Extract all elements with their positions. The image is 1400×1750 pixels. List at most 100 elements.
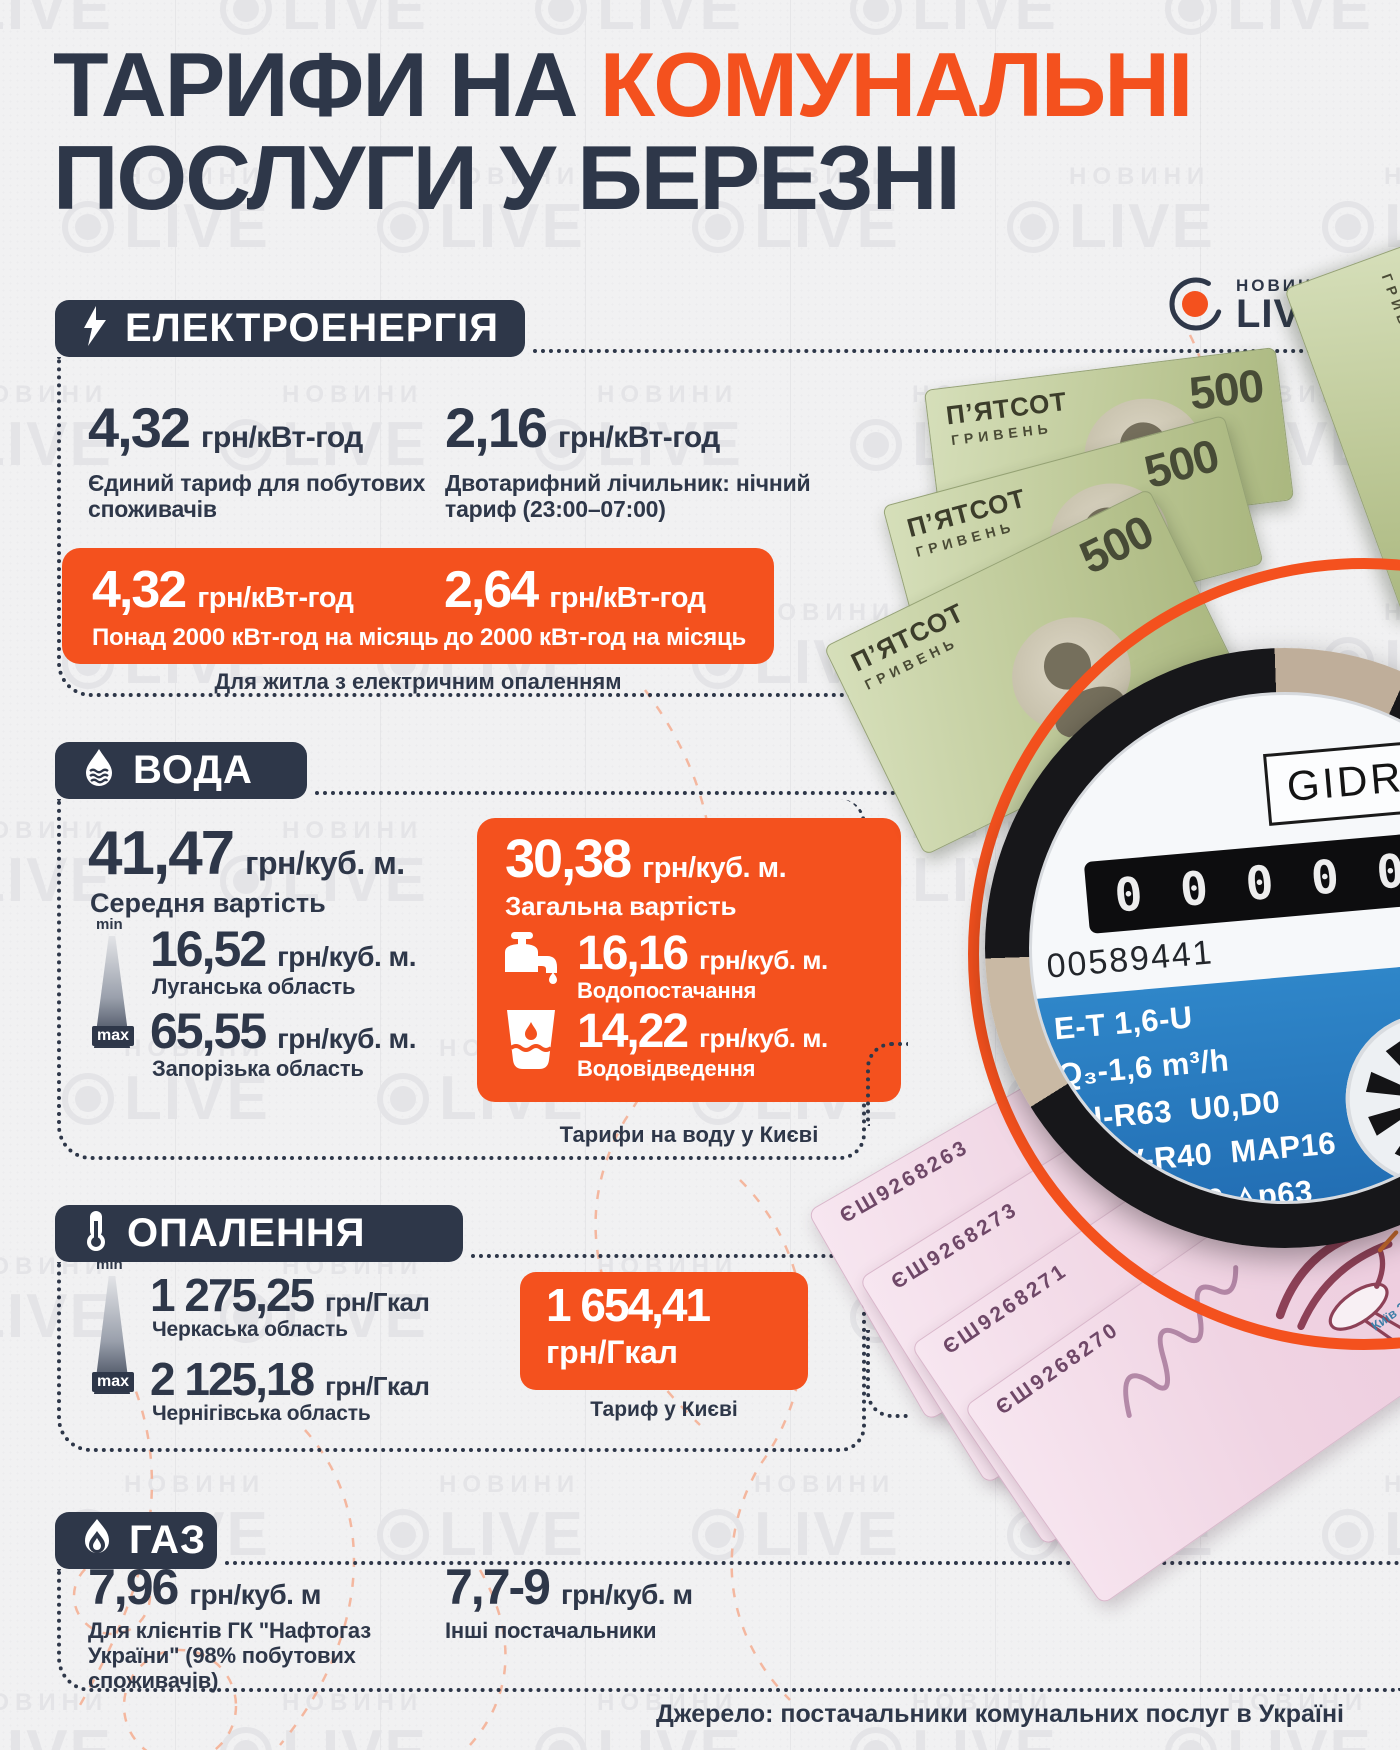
heating-box-value: 1 654,41: [546, 1279, 711, 1331]
title-part1: ТАРИФИ НА: [53, 35, 600, 136]
dotted-hook: [866, 1042, 908, 1126]
electricity-value-1: 4,32: [88, 396, 191, 459]
section-header-heating: ОПАЛЕННЯ: [55, 1205, 463, 1262]
water-box-note: Тарифи на воду у Києві: [559, 1122, 819, 1147]
water-total-unit: грн/куб. м.: [642, 852, 787, 884]
gas-unit-2: грн/куб. м: [560, 1579, 693, 1610]
water-supply: 16,16 грн/куб. м.: [577, 926, 828, 981]
electricity-value-2: 2,16: [445, 396, 548, 459]
heating-max-value: 2 125,18: [150, 1353, 315, 1405]
title-line2: ПОСЛУГИ У БЕРЕЗНІ: [53, 127, 961, 229]
water-min-label: min: [96, 916, 123, 933]
water-total-value: 30,38: [505, 829, 632, 889]
electricity-highlight-box: 4,32 грн/кВт-год Понад 2000 кВт-год на м…: [62, 548, 774, 664]
water-total: 30,38 грн/куб. м.: [505, 828, 787, 890]
gas-tariff-1: 7,96 грн/куб. м: [88, 1558, 321, 1616]
heating-box-note: Тариф у Києві: [590, 1398, 738, 1421]
lightning-icon: [81, 305, 109, 352]
water-supply-unit: грн/куб. м.: [699, 945, 828, 975]
electricity-box-tariff-1: 4,32 грн/кВт-год: [92, 560, 354, 620]
electricity-box-caption-1: Понад 2000 кВт-год на місяць: [92, 624, 439, 651]
grid-line: [175, 0, 176, 1750]
gas-tariff-2: 7,7-9 грн/куб. м: [445, 1558, 693, 1616]
section-header-electricity: ЕЛЕКТРОЕНЕРГІЯ: [55, 300, 525, 357]
water-average: 41,47 грн/куб. м.: [88, 818, 405, 889]
electricity-caption-1: Єдиний тариф для побутових споживачів: [88, 470, 426, 523]
water-meter: GIDR 00000 00589441 E-T 1,6-U Q₃-1,6 m³/…: [985, 648, 1400, 1248]
gas-value-2: 7,7-9: [445, 1559, 551, 1615]
electricity-box-unit-1: грн/кВт-год: [197, 582, 354, 614]
meter-odometer: 00000: [1083, 824, 1400, 934]
section-title-heating: ОПАЛЕННЯ: [127, 1211, 366, 1255]
thermometer-icon: [81, 1209, 111, 1258]
section-header-water: ВОДА: [55, 742, 307, 799]
heating-min-unit: грн/Гкал: [325, 1287, 430, 1317]
meter-brand: GIDR: [1263, 740, 1400, 826]
water-max: 65,55 грн/куб. м.: [150, 1002, 417, 1060]
water-min: 16,52 грн/куб. м.: [150, 920, 417, 978]
water-min-caption: Луганська область: [152, 974, 356, 999]
dotted-line: [315, 791, 1400, 795]
gas-caption-2: Інші постачальники: [445, 1618, 657, 1643]
water-max-unit: грн/куб. м.: [277, 1023, 417, 1054]
heating-min-label: min: [96, 1256, 123, 1273]
meter-serial: 00589441: [1045, 933, 1216, 986]
heating-frame: [57, 1262, 866, 1452]
water-max-value: 65,55: [150, 1003, 267, 1059]
water-sewage-caption: Водовідведення: [577, 1056, 756, 1081]
heating-min-caption: Черкаська область: [152, 1318, 348, 1341]
heating-min-value: 1 275,25: [150, 1269, 315, 1321]
heating-min: 1 275,25 грн/Гкал: [150, 1268, 430, 1322]
electricity-box-tariff-2: 2,64 грн/кВт-год: [444, 560, 706, 620]
title-highlight: КОМУНАЛЬНІ: [599, 35, 1194, 136]
water-meter-face: GIDR 00000 00589441 E-T 1,6-U Q₃-1,6 m³/…: [1029, 692, 1400, 1204]
heating-highlight-box: 1 654,41 грн/Гкал: [520, 1272, 808, 1390]
electricity-tariff-1: 4,32 грн/кВт-год: [88, 395, 363, 460]
gas-flame-icon: [81, 1518, 113, 1563]
dotted-line: [225, 1561, 1400, 1565]
gas-caption-1: Для клієнтів ГК "Нафтогаз України" (98% …: [88, 1618, 371, 1694]
electricity-box-value-1: 4,32: [92, 561, 187, 619]
heating-max-caption: Чернігівська область: [152, 1402, 371, 1425]
section-title-gas: ГАЗ: [129, 1518, 207, 1562]
electricity-unit-1: грн/кВт-год: [201, 421, 363, 454]
electricity-tariff-2: 2,16 грн/кВт-год: [445, 395, 720, 460]
heating-max-label: max: [92, 1372, 135, 1392]
section-title-water: ВОДА: [133, 748, 253, 792]
electricity-box-value-2: 2,64: [444, 561, 539, 619]
gas-frame: [57, 1569, 1400, 1692]
water-average-value: 41,47: [88, 819, 235, 888]
heating-max-unit: грн/Гкал: [325, 1371, 430, 1401]
water-total-caption: Загальна вартість: [505, 891, 737, 921]
water-average-unit: грн/куб. м.: [245, 845, 405, 881]
drain-bucket-icon: [503, 1008, 559, 1077]
page-title: ТАРИФИ НА КОМУНАЛЬНІ ПОСЛУГИ У БЕРЕЗНІ: [53, 39, 1193, 229]
brand-logo-icon: [1168, 276, 1224, 332]
water-sewage-unit: грн/куб. м.: [699, 1023, 828, 1053]
section-header-gas: ГАЗ: [55, 1512, 217, 1569]
water-max-caption: Запорізька область: [152, 1056, 364, 1081]
gas-unit-1: грн/куб. м: [189, 1579, 321, 1610]
electricity-frame: [57, 357, 1400, 697]
dotted-line: [533, 349, 1400, 353]
